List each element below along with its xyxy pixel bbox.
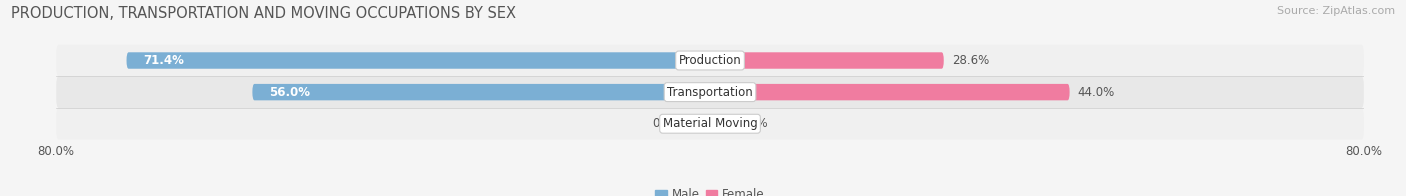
Text: 44.0%: 44.0%	[1078, 86, 1115, 99]
Text: 71.4%: 71.4%	[143, 54, 184, 67]
FancyBboxPatch shape	[710, 84, 1070, 100]
FancyBboxPatch shape	[710, 52, 943, 69]
Text: Transportation: Transportation	[668, 86, 752, 99]
Text: Production: Production	[679, 54, 741, 67]
Text: 56.0%: 56.0%	[269, 86, 309, 99]
Text: 0.0%: 0.0%	[738, 117, 768, 130]
Legend: Male, Female: Male, Female	[651, 183, 769, 196]
FancyBboxPatch shape	[56, 45, 1364, 76]
Text: PRODUCTION, TRANSPORTATION AND MOVING OCCUPATIONS BY SEX: PRODUCTION, TRANSPORTATION AND MOVING OC…	[11, 6, 516, 21]
FancyBboxPatch shape	[56, 76, 1364, 108]
Text: 0.0%: 0.0%	[652, 117, 682, 130]
Text: Material Moving: Material Moving	[662, 117, 758, 130]
Text: Source: ZipAtlas.com: Source: ZipAtlas.com	[1277, 6, 1395, 16]
FancyBboxPatch shape	[56, 108, 1364, 140]
FancyBboxPatch shape	[689, 115, 710, 132]
Text: 28.6%: 28.6%	[952, 54, 990, 67]
FancyBboxPatch shape	[127, 52, 710, 69]
FancyBboxPatch shape	[252, 84, 710, 100]
FancyBboxPatch shape	[710, 115, 731, 132]
